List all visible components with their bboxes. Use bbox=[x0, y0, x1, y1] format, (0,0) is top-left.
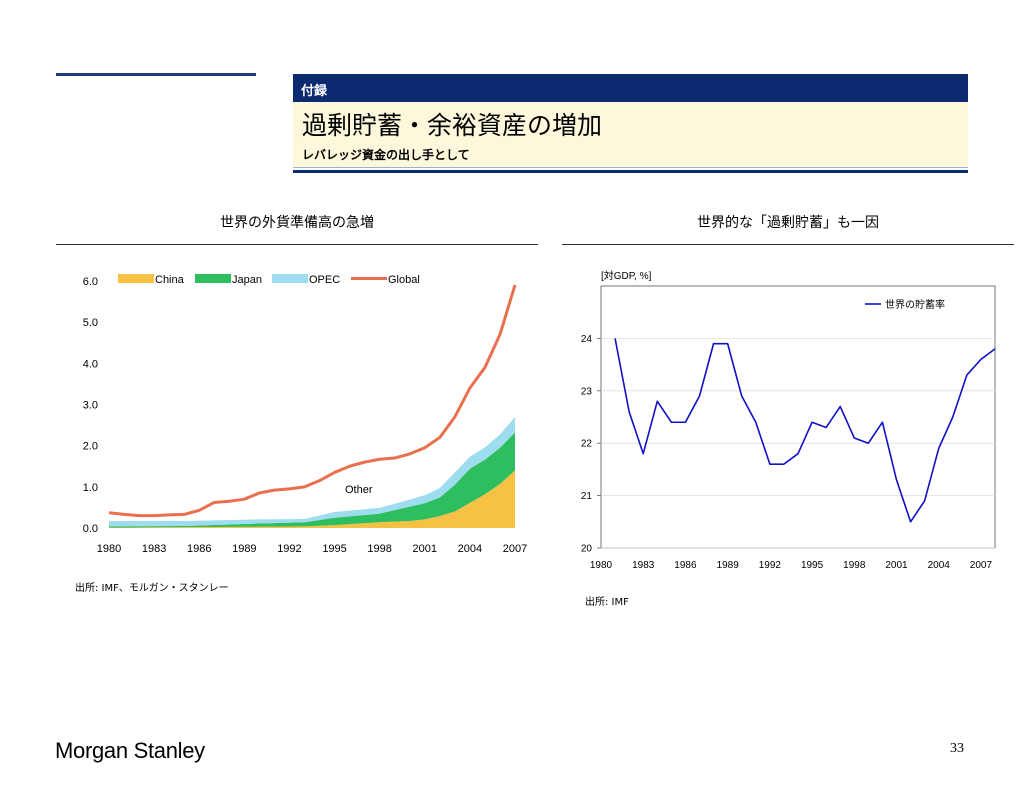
reserves-x-tick-label: 1995 bbox=[322, 543, 346, 555]
savings-x-tick-label: 1989 bbox=[717, 560, 740, 571]
reserves-y-tick-label: 4.0 bbox=[83, 358, 98, 370]
savings-x-tick-label: 1995 bbox=[801, 560, 824, 571]
savings-y-axis: 20 21 22 23 24 bbox=[581, 334, 601, 555]
header-tag: 付録 bbox=[301, 84, 328, 99]
savings-legend: 世界の貯蓄率 bbox=[865, 298, 945, 311]
header-divider-thin bbox=[293, 167, 968, 168]
savings-x-tick-label: 1998 bbox=[843, 560, 866, 571]
savings-plot-frame bbox=[600, 285, 996, 549]
reserves-chart: 0.01.02.03.04.05.06.0 1980 1983 1986 1989 19… bbox=[83, 274, 527, 555]
reserves-x-tick-label: 2001 bbox=[413, 543, 437, 555]
reserves-x-axis: 1980 1983 1986 1989 1992 1995 1998 2001 2004 2007 bbox=[97, 543, 527, 555]
header-divider-thick bbox=[293, 170, 968, 173]
savings-x-tick-label: 1983 bbox=[632, 560, 655, 571]
reserves-y-tick-label: 6.0 bbox=[83, 276, 98, 288]
savings-legend-label: 世界の貯蓄率 bbox=[885, 298, 945, 311]
savings-x-tick-label: 1986 bbox=[674, 560, 697, 571]
right-chart-title: 世界的な「過剰貯蓄」も一因 bbox=[697, 215, 879, 231]
header-bar bbox=[293, 74, 968, 102]
reserves-y-tick-label: 3.0 bbox=[83, 400, 98, 412]
reserves-x-tick-label: 1986 bbox=[187, 543, 211, 555]
savings-y-tick-label: 22 bbox=[581, 439, 593, 450]
reserves-legend-swatch-japan bbox=[195, 274, 231, 283]
page-title: 過剰貯蓄・余裕資産の増加 bbox=[302, 111, 603, 140]
reserves-area-opec bbox=[109, 416, 515, 527]
reserves-areas bbox=[109, 416, 515, 528]
savings-x-axis: 1980 1983 1986 1989 1992 1995 1998 2001 2004 2007 bbox=[590, 560, 993, 571]
savings-chart: [対GDP, %] 20 21 22 23 24 1980 1983 1986 1989 199… bbox=[581, 269, 996, 571]
reserves-x-tick-label: 1980 bbox=[97, 543, 121, 555]
page-subtitle: レバレッジ資金の出し手として bbox=[302, 148, 470, 162]
reserves-x-tick-label: 1998 bbox=[367, 543, 391, 555]
left-chart-title: 世界の外貨準備高の急増 bbox=[220, 215, 374, 231]
reserves-global-line bbox=[108, 284, 517, 518]
left-source: 出所: IMF、モルガン・スタンレー bbox=[75, 583, 229, 594]
reserves-y-tick-label: 2.0 bbox=[83, 441, 98, 453]
reserves-legend-label-global: Global bbox=[388, 274, 420, 286]
savings-unit-label: [対GDP, %] bbox=[601, 269, 652, 282]
savings-rate-polyline bbox=[614, 338, 996, 523]
savings-y-tick-label: 20 bbox=[581, 544, 593, 555]
savings-y-tick-label: 24 bbox=[581, 334, 593, 345]
reserves-y-tick-label: 5.0 bbox=[83, 317, 98, 329]
reserves-legend-label-japan: Japan bbox=[232, 274, 262, 286]
reserves-x-tick-label: 1983 bbox=[142, 543, 166, 555]
reserves-legend-swatch-china bbox=[118, 274, 154, 283]
savings-x-tick-label: 2007 bbox=[970, 560, 993, 571]
savings-x-tick-label: 1992 bbox=[759, 560, 782, 571]
reserves-legend: China Japan OPEC Global bbox=[118, 274, 420, 286]
reserves-global-polyline bbox=[108, 284, 517, 518]
right-source: 出所: IMF bbox=[585, 597, 629, 608]
reserves-y-tick-label: 1.0 bbox=[83, 482, 98, 494]
savings-x-tick-label: 2001 bbox=[885, 560, 908, 571]
savings-line bbox=[614, 338, 996, 523]
savings-x-tick-label: 2004 bbox=[928, 560, 951, 571]
left-chart-rule bbox=[56, 244, 538, 245]
page-number: 33 bbox=[950, 741, 964, 756]
reserves-y-axis: 0.0 1.0 2.0 3.0 4.0 5.0 6.0 bbox=[83, 276, 98, 535]
savings-x-tick-label: 1980 bbox=[590, 560, 613, 571]
morgan-stanley-logo: Morgan Stanley bbox=[55, 738, 205, 763]
header-accent-line bbox=[56, 73, 256, 76]
reserves-annotation-other: Other bbox=[345, 484, 373, 496]
reserves-area-china bbox=[109, 470, 515, 528]
savings-grid bbox=[601, 338, 995, 549]
reserves-legend-swatch-opec bbox=[272, 274, 308, 283]
right-chart-rule bbox=[562, 244, 1014, 245]
reserves-x-tick-label: 1992 bbox=[277, 543, 301, 555]
savings-y-tick-label: 21 bbox=[581, 491, 593, 502]
reserves-x-tick-label: 1989 bbox=[232, 543, 256, 555]
header-box bbox=[293, 102, 968, 168]
reserves-legend-label-opec: OPEC bbox=[309, 274, 340, 286]
reserves-x-tick-label: 2004 bbox=[458, 543, 482, 555]
reserves-x-tick-label: 2007 bbox=[503, 543, 527, 555]
reserves-y-tick-label: 0.0 bbox=[83, 523, 98, 535]
reserves-legend-label-china: China bbox=[155, 274, 185, 286]
savings-y-tick-label: 23 bbox=[581, 386, 593, 397]
